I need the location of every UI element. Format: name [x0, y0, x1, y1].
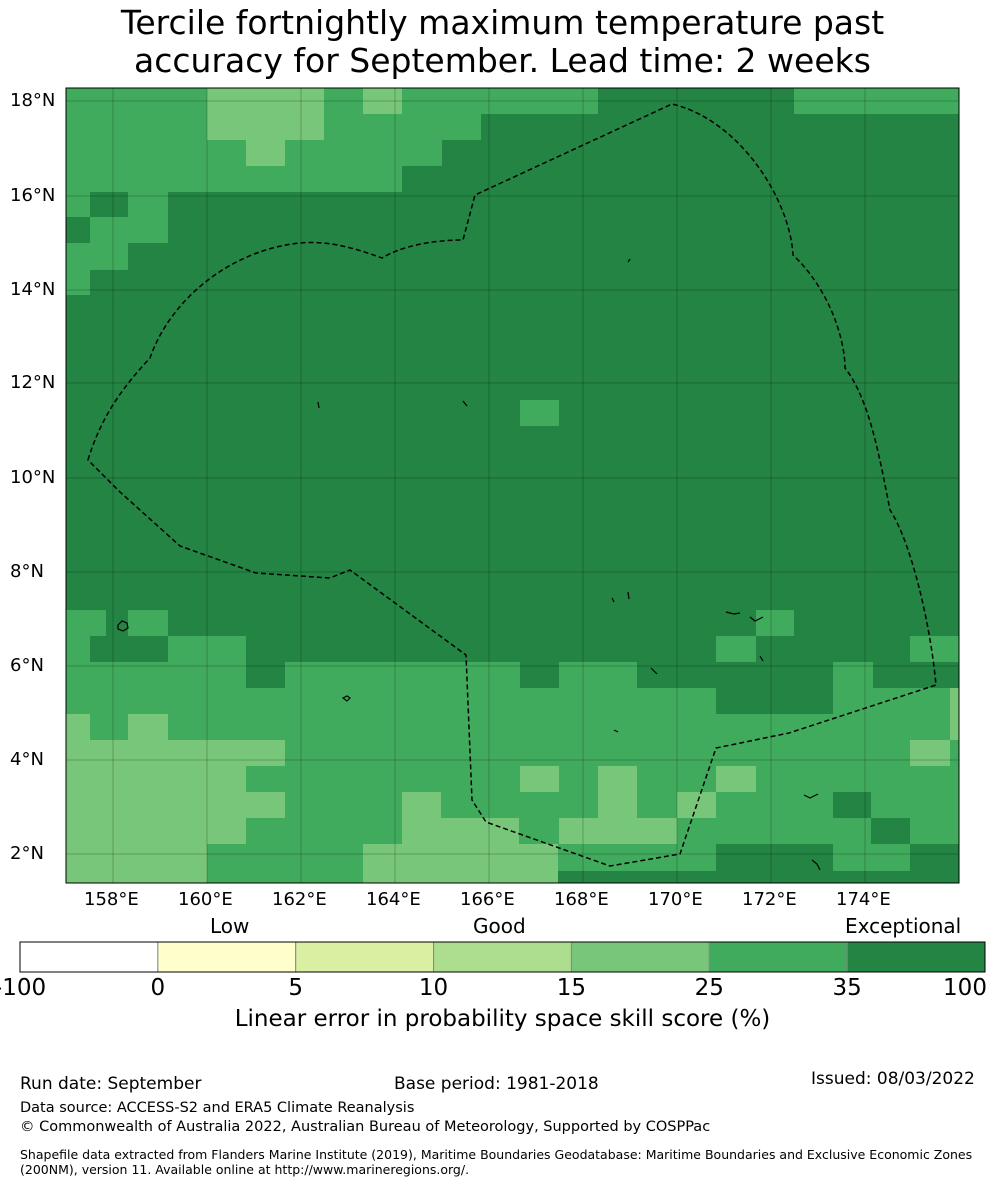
colorbar-swatch: [19, 941, 159, 973]
lon-label: 172°E: [742, 889, 797, 910]
colorbar: [19, 941, 986, 973]
colorbar-category-exceptional: Exceptional: [845, 914, 962, 938]
lon-label: 168°E: [554, 889, 609, 910]
lat-label: 16°N: [10, 185, 56, 206]
colorbar-tick-label: 10: [418, 975, 449, 1001]
eez-boundary: [87, 103, 937, 867]
lat-label: 10°N: [10, 467, 56, 488]
colorbar-swatch: [708, 941, 848, 973]
colorbar-swatch: [157, 941, 297, 973]
lon-label: 170°E: [648, 889, 703, 910]
map-title-line-1: Tercile fortnightly maximum temperature …: [120, 3, 885, 42]
colorbar-swatch: [295, 941, 435, 973]
lon-label: 160°E: [178, 889, 233, 910]
lon-label: 162°E: [272, 889, 327, 910]
colorbar-tick-label: 100: [943, 975, 987, 1001]
colorbar-tick-label: -100: [0, 975, 47, 1001]
shapefile-credit: Shapefile data extracted from Flanders M…: [20, 1147, 973, 1177]
colorbar-tick-label: 15: [556, 975, 587, 1001]
lon-label: 166°E: [460, 889, 515, 910]
colorbar-tick-label: 5: [288, 975, 304, 1001]
data-source: Data source: ACCESS-S2 and ERA5 Climate …: [20, 1100, 415, 1116]
lat-label: 6°N: [10, 655, 44, 676]
colorbar-swatch: [570, 941, 710, 973]
lat-label: 4°N: [10, 749, 44, 770]
colorbar-tick-label: 0: [150, 975, 166, 1001]
lat-label: 8°N: [10, 561, 44, 582]
colorbar-swatch: [433, 941, 572, 973]
island-outlines: [117, 258, 821, 871]
copyright: © Commonwealth of Australia 2022, Austra…: [20, 1119, 711, 1135]
colorbar-tick-label: 35: [832, 975, 862, 1001]
colorbar-category-low: Low: [210, 914, 250, 938]
graticule-lines: [66, 88, 959, 883]
lon-label: 164°E: [366, 889, 421, 910]
lat-label: 18°N: [10, 90, 56, 111]
lat-label: 2°N: [10, 843, 44, 864]
skill-grid-cells: [66, 88, 959, 883]
colorbar-label: Linear error in probability space skill …: [234, 1006, 771, 1032]
lat-label: 14°N: [10, 279, 56, 300]
issued-date: Issued: 08/03/2022: [811, 1069, 975, 1089]
map-title-line-2: accuracy for September. Lead time: 2 wee…: [134, 41, 871, 80]
colorbar-swatch: [846, 941, 986, 973]
colorbar-tick-label: 25: [694, 975, 724, 1001]
colorbar-category-good: Good: [473, 914, 526, 938]
run-date: Run date: September: [20, 1074, 202, 1094]
lon-label: 158°E: [84, 889, 139, 910]
lon-label: 174°E: [836, 889, 891, 910]
base-period: Base period: 1981-2018: [394, 1074, 599, 1094]
lat-label: 12°N: [10, 372, 56, 393]
